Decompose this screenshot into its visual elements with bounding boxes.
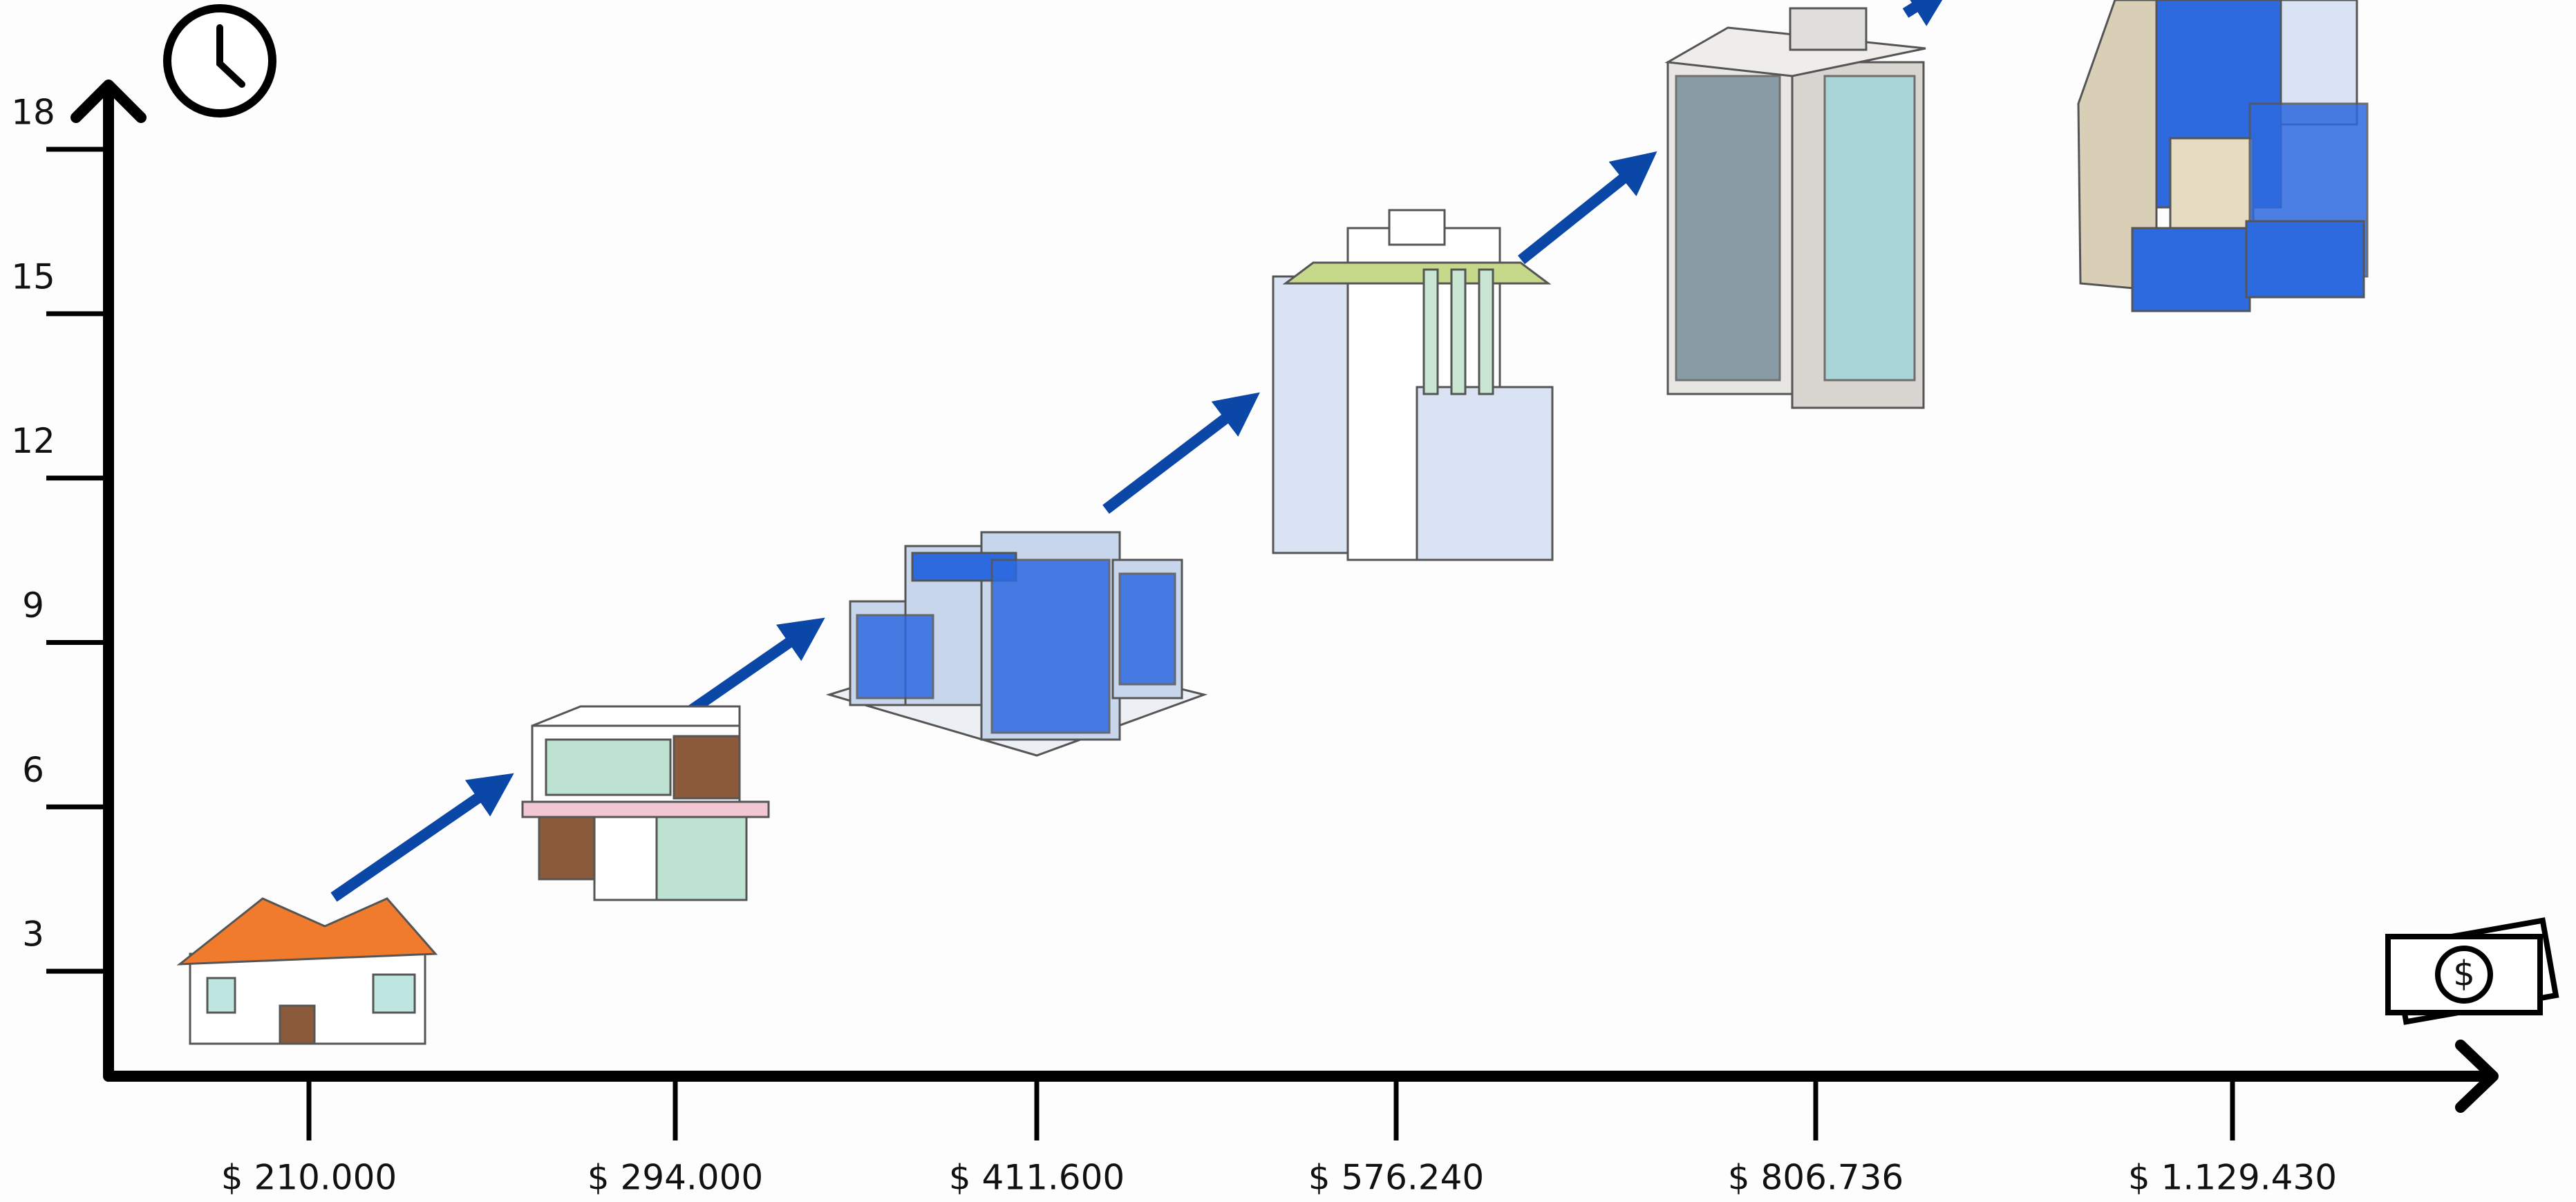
x-tick-label: $ 210.000 — [221, 1158, 397, 1198]
x-tick-label: $ 576.240 — [1308, 1158, 1484, 1198]
glass-tower — [1664, 7, 1926, 409]
house — [176, 897, 438, 1045]
clock-icon — [163, 4, 276, 118]
y-tick-label: 18 — [11, 93, 55, 133]
x-tick-label: $ 411.600 — [949, 1158, 1125, 1198]
money-icon: $ — [2385, 917, 2559, 1025]
y-tick-label: 15 — [11, 256, 55, 297]
modern-house — [521, 705, 770, 901]
residential-tower — [1272, 209, 1554, 561]
x-tick-label: $ 1.129.430 — [2128, 1158, 2337, 1198]
arrow — [1902, 0, 1953, 26]
growth-arrows — [330, 0, 1953, 902]
office-building — [825, 531, 1208, 757]
arrow — [1518, 151, 1657, 265]
x-tick-label: $ 806.736 — [1728, 1158, 1903, 1198]
y-tick-label: 9 — [22, 585, 44, 626]
arrow — [330, 773, 514, 902]
arrow — [1102, 392, 1260, 514]
y-tick-label: 12 — [11, 421, 55, 461]
y-tick-label: 3 — [22, 914, 44, 955]
y-tick-label: 6 — [22, 750, 44, 790]
axes — [70, 79, 2499, 1113]
axis-ticks: 3 6 9 12 15 18 $ 210.000 $ 294.000 $ 411.600 $ 57… — [11, 93, 2337, 1198]
x-axis-arrow — [2455, 1040, 2499, 1113]
y-axis-arrow — [70, 79, 147, 123]
arrow — [686, 617, 825, 716]
skyscraper — [2077, 0, 2369, 312]
svg-text:$: $ — [2453, 954, 2475, 994]
x-tick-label: $ 294.000 — [587, 1158, 763, 1198]
